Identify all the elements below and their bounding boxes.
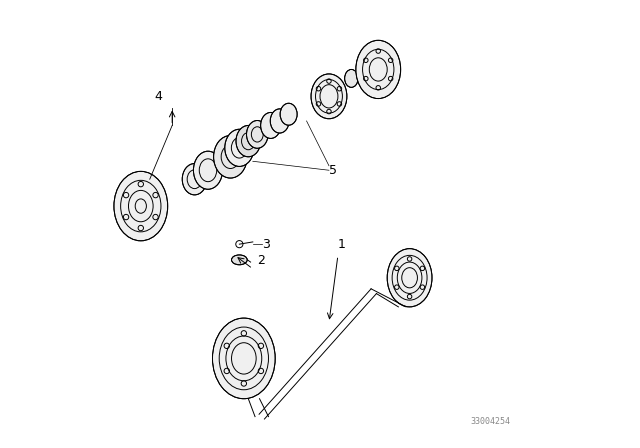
Ellipse shape [270, 109, 289, 133]
Ellipse shape [387, 249, 432, 307]
Ellipse shape [225, 129, 254, 167]
Ellipse shape [260, 112, 281, 138]
Ellipse shape [356, 40, 401, 99]
Ellipse shape [193, 151, 223, 190]
Ellipse shape [114, 172, 168, 241]
Ellipse shape [246, 121, 268, 148]
Text: 5: 5 [329, 164, 337, 177]
Ellipse shape [344, 69, 358, 87]
Ellipse shape [280, 103, 297, 125]
Text: 3: 3 [262, 237, 269, 251]
Ellipse shape [182, 164, 207, 195]
Ellipse shape [212, 318, 275, 399]
Ellipse shape [311, 74, 347, 119]
Text: 1: 1 [338, 238, 346, 251]
Ellipse shape [232, 255, 247, 265]
Ellipse shape [214, 135, 247, 178]
Text: 33004254: 33004254 [470, 417, 510, 426]
Text: 4: 4 [155, 90, 163, 103]
Ellipse shape [236, 125, 260, 157]
Text: 2: 2 [257, 254, 265, 267]
